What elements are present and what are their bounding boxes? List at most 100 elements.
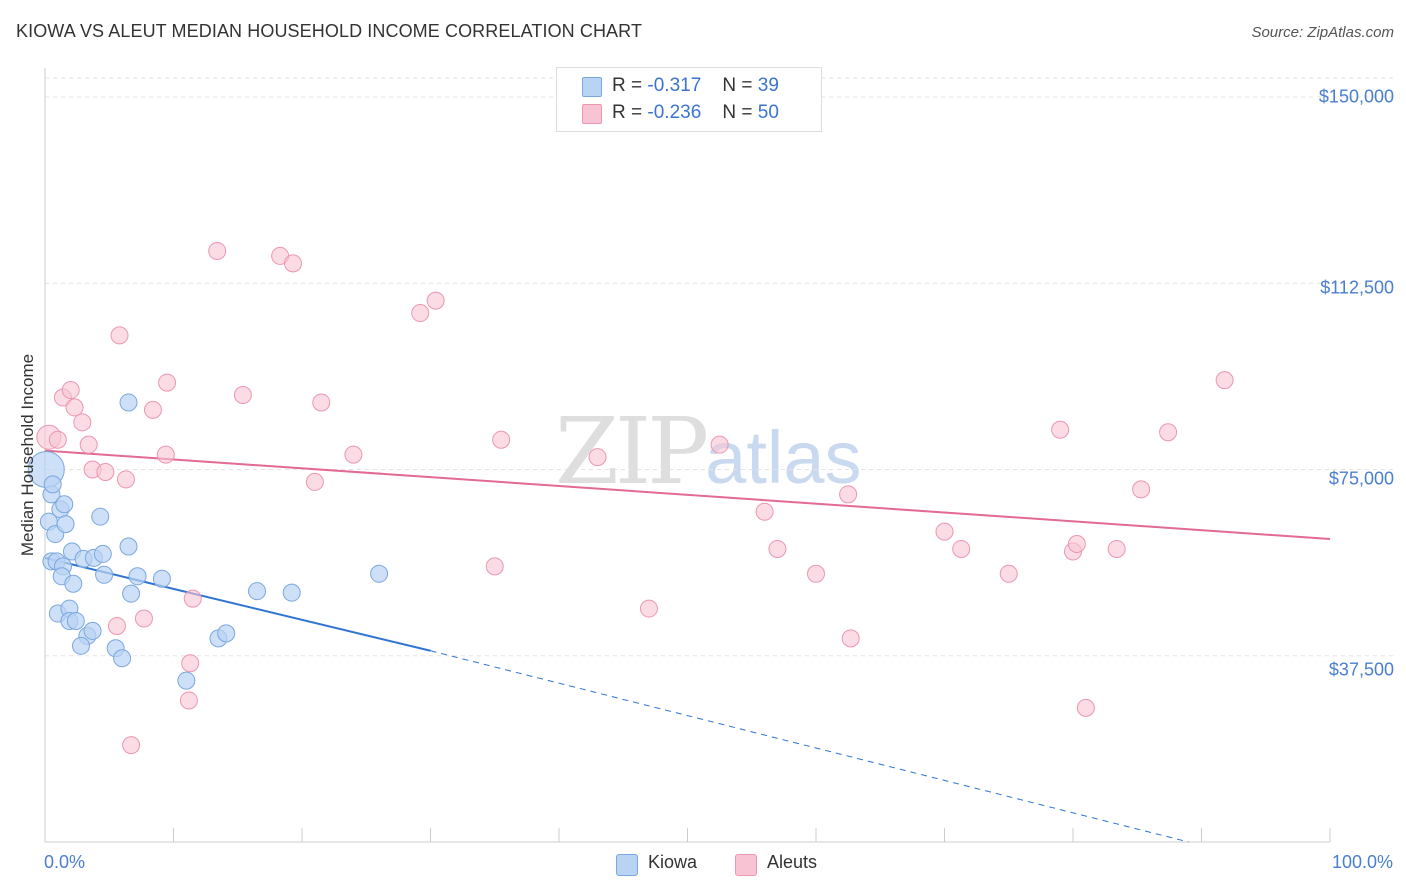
y-tick-label-75000: $75,000 xyxy=(1328,468,1394,489)
y-axis-label: Median Household Income xyxy=(18,353,37,557)
aleuts-point xyxy=(107,616,126,635)
aleuts-point xyxy=(755,502,774,521)
chart-title: KIOWA VS ALEUT MEDIAN HOUSEHOLD INCOME C… xyxy=(16,21,643,41)
aleuts-point xyxy=(952,539,971,558)
aleuts-point xyxy=(1051,420,1070,439)
aleuts-point xyxy=(134,609,153,628)
aleuts-point xyxy=(181,654,200,673)
aleuts-point xyxy=(710,435,729,454)
x-tick-label-max: 100.0% xyxy=(1331,852,1393,872)
aleuts-point xyxy=(65,398,84,417)
legend-n-value: 50 xyxy=(757,102,779,123)
kiowa-point xyxy=(370,564,389,583)
kiowa-point xyxy=(152,569,171,588)
kiowa-point xyxy=(43,475,62,494)
aleuts-point xyxy=(1132,480,1151,499)
kiowa-point xyxy=(93,544,112,563)
kiowa-point xyxy=(56,515,75,534)
kiowa-point xyxy=(177,671,196,690)
aleuts-point xyxy=(841,629,860,648)
aleuts-point xyxy=(179,691,198,710)
aleuts-point xyxy=(485,557,504,576)
legend-r-label: R = xyxy=(612,75,643,96)
aleuts-point xyxy=(807,564,825,583)
kiowa-point xyxy=(64,574,83,593)
kiowa-point xyxy=(119,393,138,412)
kiowa-point xyxy=(282,583,301,602)
bottom-legend-label-kiowa: Kiowa xyxy=(648,852,698,872)
kiowa-point xyxy=(91,507,110,526)
aleuts-point xyxy=(143,400,162,419)
aleuts-point xyxy=(284,254,303,273)
aleuts-point xyxy=(411,304,430,323)
aleuts-trend-line xyxy=(44,449,1331,541)
aleuts-point xyxy=(79,435,98,454)
y-tick-label-37500: $37,500 xyxy=(1328,659,1394,680)
bottom-legend-label-aleuts: Aleuts xyxy=(767,852,818,872)
aleuts-point xyxy=(588,448,607,467)
kiowa-trend-extension xyxy=(430,650,1189,843)
aleuts-point xyxy=(426,291,445,310)
legend-swatch-aleuts xyxy=(582,104,602,124)
kiowa-point xyxy=(83,621,102,640)
kiowa-point xyxy=(122,584,141,603)
aleuts-point xyxy=(1076,698,1095,717)
legend-r-value: -0.317 xyxy=(647,75,702,96)
bottom-legend-swatch-kiowa xyxy=(616,854,638,876)
aleuts-point xyxy=(1215,371,1234,390)
aleuts-point xyxy=(1067,535,1086,553)
legend-n-label: N = xyxy=(722,102,753,123)
aleuts-point xyxy=(73,413,92,432)
x-tick-label-min: 0.0% xyxy=(44,852,86,872)
kiowa-point xyxy=(217,624,236,643)
kiowa-point xyxy=(113,649,132,668)
kiowa-point xyxy=(71,636,90,655)
legend-text-aleuts: R = -0.236 N = 50 xyxy=(612,102,779,124)
aleuts-point xyxy=(305,472,324,491)
aleuts-point xyxy=(48,430,67,449)
kiowa-points xyxy=(27,393,389,690)
aleuts-point xyxy=(183,589,202,608)
legend-r-label: R = xyxy=(612,102,643,123)
aleuts-point xyxy=(61,381,80,400)
legend-swatch-kiowa xyxy=(582,77,602,97)
axes xyxy=(44,68,1331,843)
y-tick-label-150000: $150,000 xyxy=(1318,86,1394,107)
kiowa-point xyxy=(128,567,147,586)
aleuts-point xyxy=(312,393,331,412)
kiowa-point xyxy=(95,565,114,584)
aleuts-point xyxy=(96,462,115,481)
kiowa-point xyxy=(55,495,74,514)
kiowa-point xyxy=(119,537,138,556)
y-tick-label-112500: $112,500 xyxy=(1320,277,1394,298)
aleuts-point xyxy=(1107,539,1126,558)
source-note: Source: ZipAtlas.com xyxy=(1251,24,1394,41)
aleuts-point xyxy=(935,522,954,541)
kiowa-point xyxy=(66,611,85,630)
aleuts-point xyxy=(122,736,141,755)
legend-n-label: N = xyxy=(722,75,753,96)
legend-r-value: -0.236 xyxy=(647,102,702,123)
aleuts-point xyxy=(208,241,227,260)
aleuts-point xyxy=(116,470,135,489)
legend-text-kiowa: R = -0.317 N = 39 xyxy=(612,75,779,97)
aleuts-point xyxy=(492,430,511,449)
trend-lines xyxy=(44,449,1331,843)
aleuts-point xyxy=(158,373,177,392)
aleuts-point xyxy=(1159,423,1178,442)
aleuts-point xyxy=(233,386,252,404)
bottom-legend-swatch-aleuts xyxy=(735,854,757,876)
aleuts-point xyxy=(639,599,658,618)
aleuts-point xyxy=(768,539,787,558)
aleuts-point xyxy=(344,445,363,464)
grid-lines xyxy=(45,77,1395,657)
legend: R = -0.317 N = 39 R = -0.236 N = 50 xyxy=(556,67,822,132)
kiowa-point xyxy=(248,582,267,601)
aleuts-point xyxy=(110,326,129,345)
aleuts-point xyxy=(156,445,175,464)
aleuts-point xyxy=(999,564,1018,583)
watermark-atlas: atlas xyxy=(705,416,862,499)
aleuts-point xyxy=(839,485,858,504)
aleuts-points xyxy=(36,241,1234,755)
